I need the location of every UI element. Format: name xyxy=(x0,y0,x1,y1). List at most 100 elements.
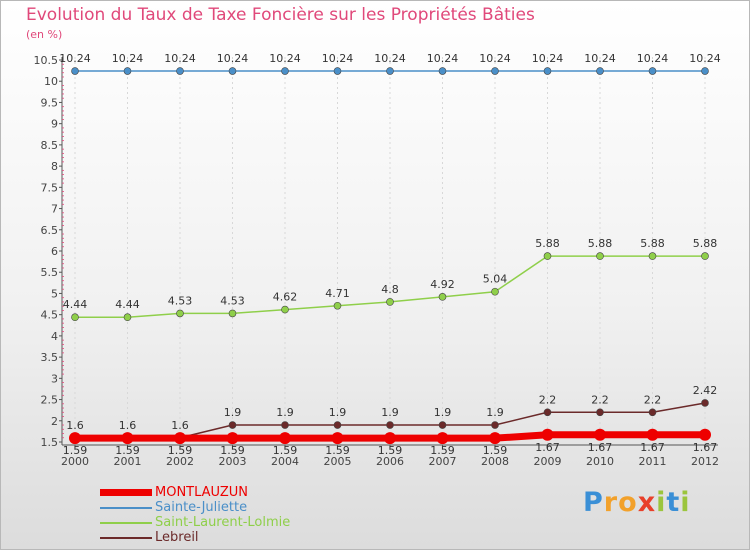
data-label-lebreil: 1.9 xyxy=(486,406,504,419)
legend-swatch-montlauzun xyxy=(100,489,152,496)
data-label-saint-laurent-lolmie: 5.04 xyxy=(483,273,508,286)
y-tick-label: 7 xyxy=(51,203,58,216)
legend-swatch-lebreil xyxy=(100,537,152,539)
y-tick-label: 5.5 xyxy=(41,266,59,279)
data-label-sainte-juliette: 10.24 xyxy=(59,52,91,65)
point-montlauzun xyxy=(489,432,501,445)
y-tick-label: 10.5 xyxy=(34,54,59,67)
point-saint-laurent-lolmie xyxy=(333,301,342,310)
point-saint-laurent-lolmie xyxy=(71,313,79,322)
x-tick-label: 2009 xyxy=(534,455,562,468)
y-tick-label: 1.5 xyxy=(41,436,59,449)
legend-label-lebreil: Lebreil xyxy=(155,530,199,545)
y-tick-label: 9.5 xyxy=(41,96,59,109)
point-lebreil xyxy=(333,421,342,429)
data-label-montlauzun: 1.67 xyxy=(588,441,613,454)
data-label-sainte-juliette: 10.24 xyxy=(427,52,459,65)
data-labels-layer: 10.24 10.24 10.24 10.24 10.24 10.24 10.24 10.24… xyxy=(59,52,721,457)
y-tick-label: 3 xyxy=(51,372,58,385)
legend-label-saint-laurent-lolmie: Saint-Laurent-Lolmie xyxy=(155,515,291,530)
x-tick-label: 2012 xyxy=(691,455,719,468)
point-montlauzun xyxy=(279,432,291,445)
y-tick-label: 4 xyxy=(51,330,58,343)
data-label-saint-laurent-lolmie: 4.8 xyxy=(381,283,399,296)
point-saint-laurent-lolmie xyxy=(123,313,132,322)
point-saint-laurent-lolmie xyxy=(228,309,237,318)
x-tick-label: 2001 xyxy=(114,455,142,468)
point-sainte-juliette xyxy=(281,67,289,75)
x-tick-label: 2000 xyxy=(61,455,89,468)
y-tick-label: 5 xyxy=(51,287,58,300)
point-sainte-juliette xyxy=(71,67,79,75)
point-saint-laurent-lolmie xyxy=(281,305,289,314)
point-montlauzun xyxy=(174,432,186,445)
data-label-montlauzun: 1.59 xyxy=(220,444,245,457)
y-axis-unit-label: (en %) xyxy=(26,28,63,41)
legend-label-sainte-juliette: Sainte-Juliette xyxy=(155,500,248,515)
data-label-sainte-juliette: 10.24 xyxy=(112,52,144,65)
y-tick-label: 3.5 xyxy=(41,351,59,364)
data-label-montlauzun: 1.59 xyxy=(483,444,508,457)
logo-letter: i xyxy=(680,487,691,518)
point-montlauzun xyxy=(384,432,396,445)
data-label-montlauzun: 1.59 xyxy=(63,444,88,457)
data-label-saint-laurent-lolmie: 4.92 xyxy=(430,278,455,291)
data-label-montlauzun: 1.59 xyxy=(325,444,350,457)
data-label-montlauzun: 1.59 xyxy=(378,444,403,457)
logo-letter: P xyxy=(583,487,604,518)
data-label-lebreil: 1.6 xyxy=(119,419,137,432)
point-sainte-juliette xyxy=(491,67,499,75)
y-tick-label: 6.5 xyxy=(41,224,59,237)
x-tick-label: 2010 xyxy=(586,455,614,468)
data-label-lebreil: 1.9 xyxy=(329,406,347,419)
point-sainte-juliette xyxy=(543,67,552,75)
point-saint-laurent-lolmie xyxy=(491,287,499,296)
point-saint-laurent-lolmie xyxy=(386,298,394,306)
x-tick-label: 2004 xyxy=(271,455,299,468)
data-label-montlauzun: 1.67 xyxy=(640,441,665,454)
data-label-sainte-juliette: 10.24 xyxy=(584,52,616,65)
data-label-saint-laurent-lolmie: 4.44 xyxy=(115,298,140,311)
data-label-saint-laurent-lolmie: 5.88 xyxy=(535,237,560,250)
point-lebreil xyxy=(491,421,499,429)
data-label-sainte-juliette: 10.24 xyxy=(479,52,511,65)
data-label-saint-laurent-lolmie: 4.53 xyxy=(220,294,245,307)
data-label-montlauzun: 1.59 xyxy=(273,444,298,457)
point-sainte-juliette xyxy=(438,67,447,75)
x-tick-label: 2008 xyxy=(481,455,509,468)
data-label-lebreil: 2.2 xyxy=(539,393,557,406)
x-tick-label: 2006 xyxy=(376,455,404,468)
y-tick-label: 8 xyxy=(51,160,58,173)
x-tick-label: 2011 xyxy=(639,455,667,468)
data-label-sainte-juliette: 10.24 xyxy=(164,52,196,65)
y-tick-label: 6 xyxy=(51,245,58,258)
data-label-saint-laurent-lolmie: 4.53 xyxy=(168,294,193,307)
data-label-sainte-juliette: 10.24 xyxy=(532,52,564,65)
point-montlauzun xyxy=(331,432,344,445)
data-label-lebreil: 2.42 xyxy=(693,384,718,397)
point-sainte-juliette xyxy=(228,67,237,75)
axes-layer: 1.522.533.544.555.566.577.588.599.51010.… xyxy=(34,54,720,468)
point-sainte-juliette xyxy=(701,67,709,75)
y-tick-label: 2 xyxy=(51,415,58,428)
data-label-sainte-juliette: 10.24 xyxy=(322,52,354,65)
point-montlauzun xyxy=(594,428,606,441)
proxiti-logo: Proxiti xyxy=(583,487,691,518)
data-label-montlauzun: 1.67 xyxy=(535,441,560,454)
logo-letter: i xyxy=(656,487,667,518)
data-label-lebreil: 2.2 xyxy=(591,393,609,406)
legend-label-montlauzun: MONTLAUZUN xyxy=(155,485,248,500)
data-label-lebreil: 1.9 xyxy=(381,406,399,419)
point-saint-laurent-lolmie xyxy=(596,252,604,260)
chart-title: Evolution du Taux de Taxe Foncière sur l… xyxy=(26,5,535,25)
point-sainte-juliette xyxy=(648,67,657,75)
point-saint-laurent-lolmie xyxy=(543,252,552,260)
point-lebreil xyxy=(386,421,394,429)
point-sainte-juliette xyxy=(123,67,132,75)
point-montlauzun xyxy=(646,428,659,441)
data-label-saint-laurent-lolmie: 5.88 xyxy=(693,237,718,250)
legend-swatch-saint-laurent-lolmie xyxy=(100,522,152,524)
point-saint-laurent-lolmie xyxy=(701,252,709,260)
point-montlauzun xyxy=(226,432,239,445)
